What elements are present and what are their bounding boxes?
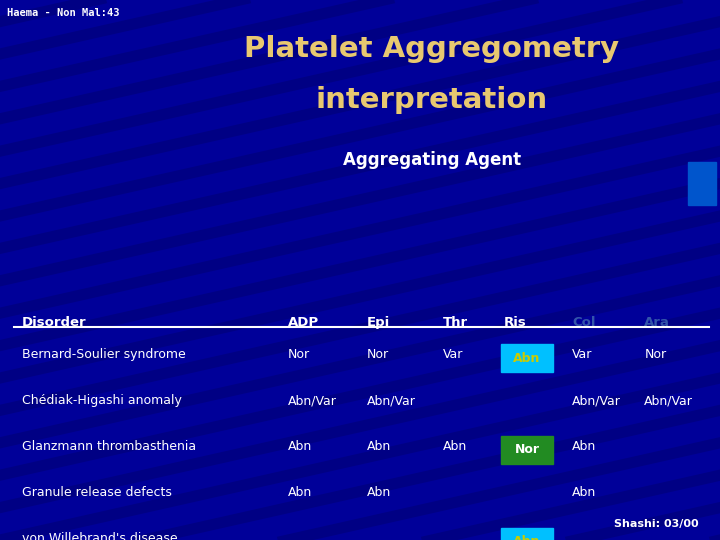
- Text: Platelet Aggregometry: Platelet Aggregometry: [244, 35, 620, 63]
- Text: Nor: Nor: [288, 348, 310, 361]
- Text: Nor: Nor: [515, 443, 539, 456]
- FancyBboxPatch shape: [501, 528, 553, 540]
- Text: Abn/Var: Abn/Var: [288, 394, 337, 407]
- Text: Abn/Var: Abn/Var: [644, 394, 693, 407]
- Text: Abn/Var: Abn/Var: [572, 394, 621, 407]
- Text: interpretation: interpretation: [316, 86, 548, 114]
- Text: Var: Var: [443, 348, 463, 361]
- Text: Ris: Ris: [504, 316, 527, 329]
- Text: Shashi: 03/00: Shashi: 03/00: [613, 519, 698, 529]
- Text: Disorder: Disorder: [22, 316, 86, 329]
- Text: Ara: Ara: [644, 316, 670, 329]
- Text: Abn: Abn: [288, 440, 312, 453]
- Text: Var: Var: [572, 348, 593, 361]
- Text: Epi: Epi: [367, 316, 390, 329]
- Text: von Willebrand's disease: von Willebrand's disease: [22, 532, 177, 540]
- FancyBboxPatch shape: [688, 162, 716, 205]
- Text: Abn: Abn: [572, 486, 597, 499]
- Text: Abn: Abn: [513, 535, 541, 540]
- Text: Col: Col: [572, 316, 596, 329]
- Text: Chédiak-Higashi anomaly: Chédiak-Higashi anomaly: [22, 394, 181, 407]
- Text: Abn: Abn: [513, 352, 541, 365]
- Text: Abn: Abn: [367, 440, 392, 453]
- Text: Abn: Abn: [443, 440, 467, 453]
- Text: Granule release defects: Granule release defects: [22, 486, 171, 499]
- Text: Haema - Non Mal:43: Haema - Non Mal:43: [7, 8, 120, 18]
- Text: ADP: ADP: [288, 316, 319, 329]
- Text: Abn: Abn: [288, 486, 312, 499]
- FancyBboxPatch shape: [501, 344, 553, 372]
- Text: Glanzmann thrombasthenia: Glanzmann thrombasthenia: [22, 440, 196, 453]
- Text: Abn: Abn: [367, 486, 392, 499]
- Text: Nor: Nor: [367, 348, 390, 361]
- Text: Thr: Thr: [443, 316, 468, 329]
- Text: Nor: Nor: [644, 348, 667, 361]
- Text: Bernard-Soulier syndrome: Bernard-Soulier syndrome: [22, 348, 185, 361]
- Text: Aggregating Agent: Aggregating Agent: [343, 151, 521, 169]
- Text: Abn: Abn: [572, 440, 597, 453]
- FancyBboxPatch shape: [501, 436, 553, 464]
- Text: Abn/Var: Abn/Var: [367, 394, 416, 407]
